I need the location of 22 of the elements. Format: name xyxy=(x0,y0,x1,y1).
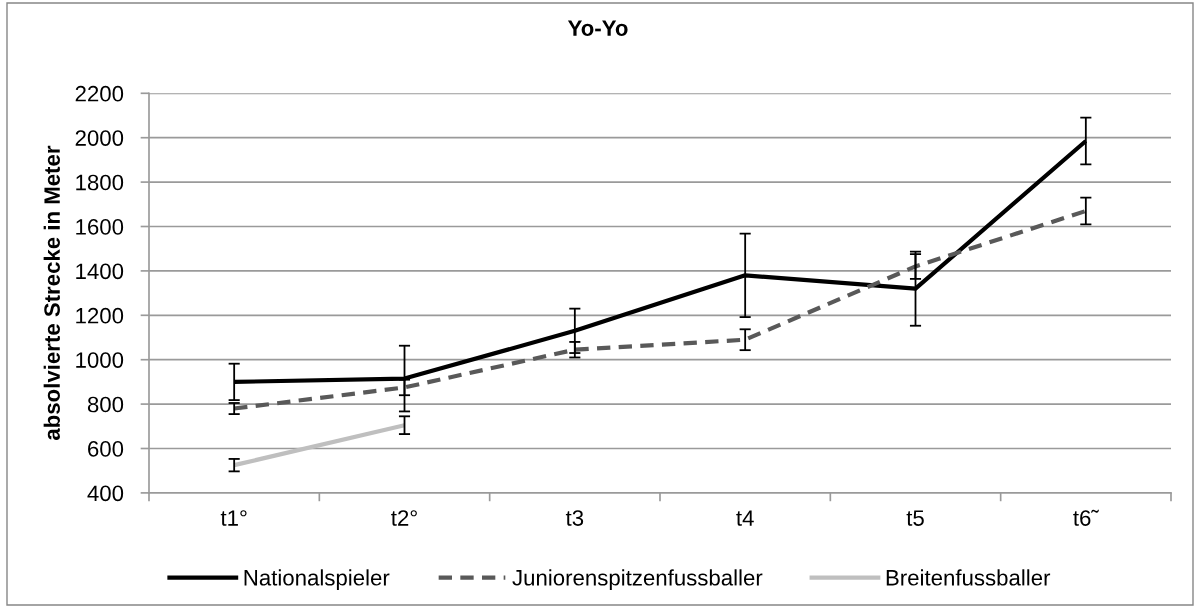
x-tick-label: t3 xyxy=(565,510,584,526)
y-axis-title: absolvierte Strecke in Meter xyxy=(43,145,60,441)
y-tick-label: 1800 xyxy=(76,174,124,191)
y-tick-label: 2000 xyxy=(75,130,124,146)
line-series xyxy=(232,208,1088,411)
x-tick-label: t6˜ xyxy=(1073,509,1099,526)
x-tick-label: t5 xyxy=(906,510,924,526)
x-tick-label: t1° xyxy=(220,510,247,526)
chart-title: Yo-Yo xyxy=(567,20,628,36)
y-tick-label: 800 xyxy=(87,396,124,413)
x-tick-label: t2° xyxy=(391,510,417,526)
y-tick-label: 400 xyxy=(87,485,124,502)
legend-label: Nationalspieler xyxy=(244,569,390,590)
legend-label: Breitenfussballer xyxy=(886,569,1051,586)
y-tick-label: 1600 xyxy=(76,219,124,235)
y-tick-label: 1400 xyxy=(76,263,124,280)
y-tick-label: 2200 xyxy=(75,85,124,102)
legend-label: Juniorenspitzenfussballer xyxy=(512,569,763,590)
x-tick-label: t4 xyxy=(736,510,754,526)
y-tick-label: 1200 xyxy=(76,307,124,324)
y-tick-label: 600 xyxy=(88,441,124,457)
y-tick-label: 1000 xyxy=(76,352,124,368)
